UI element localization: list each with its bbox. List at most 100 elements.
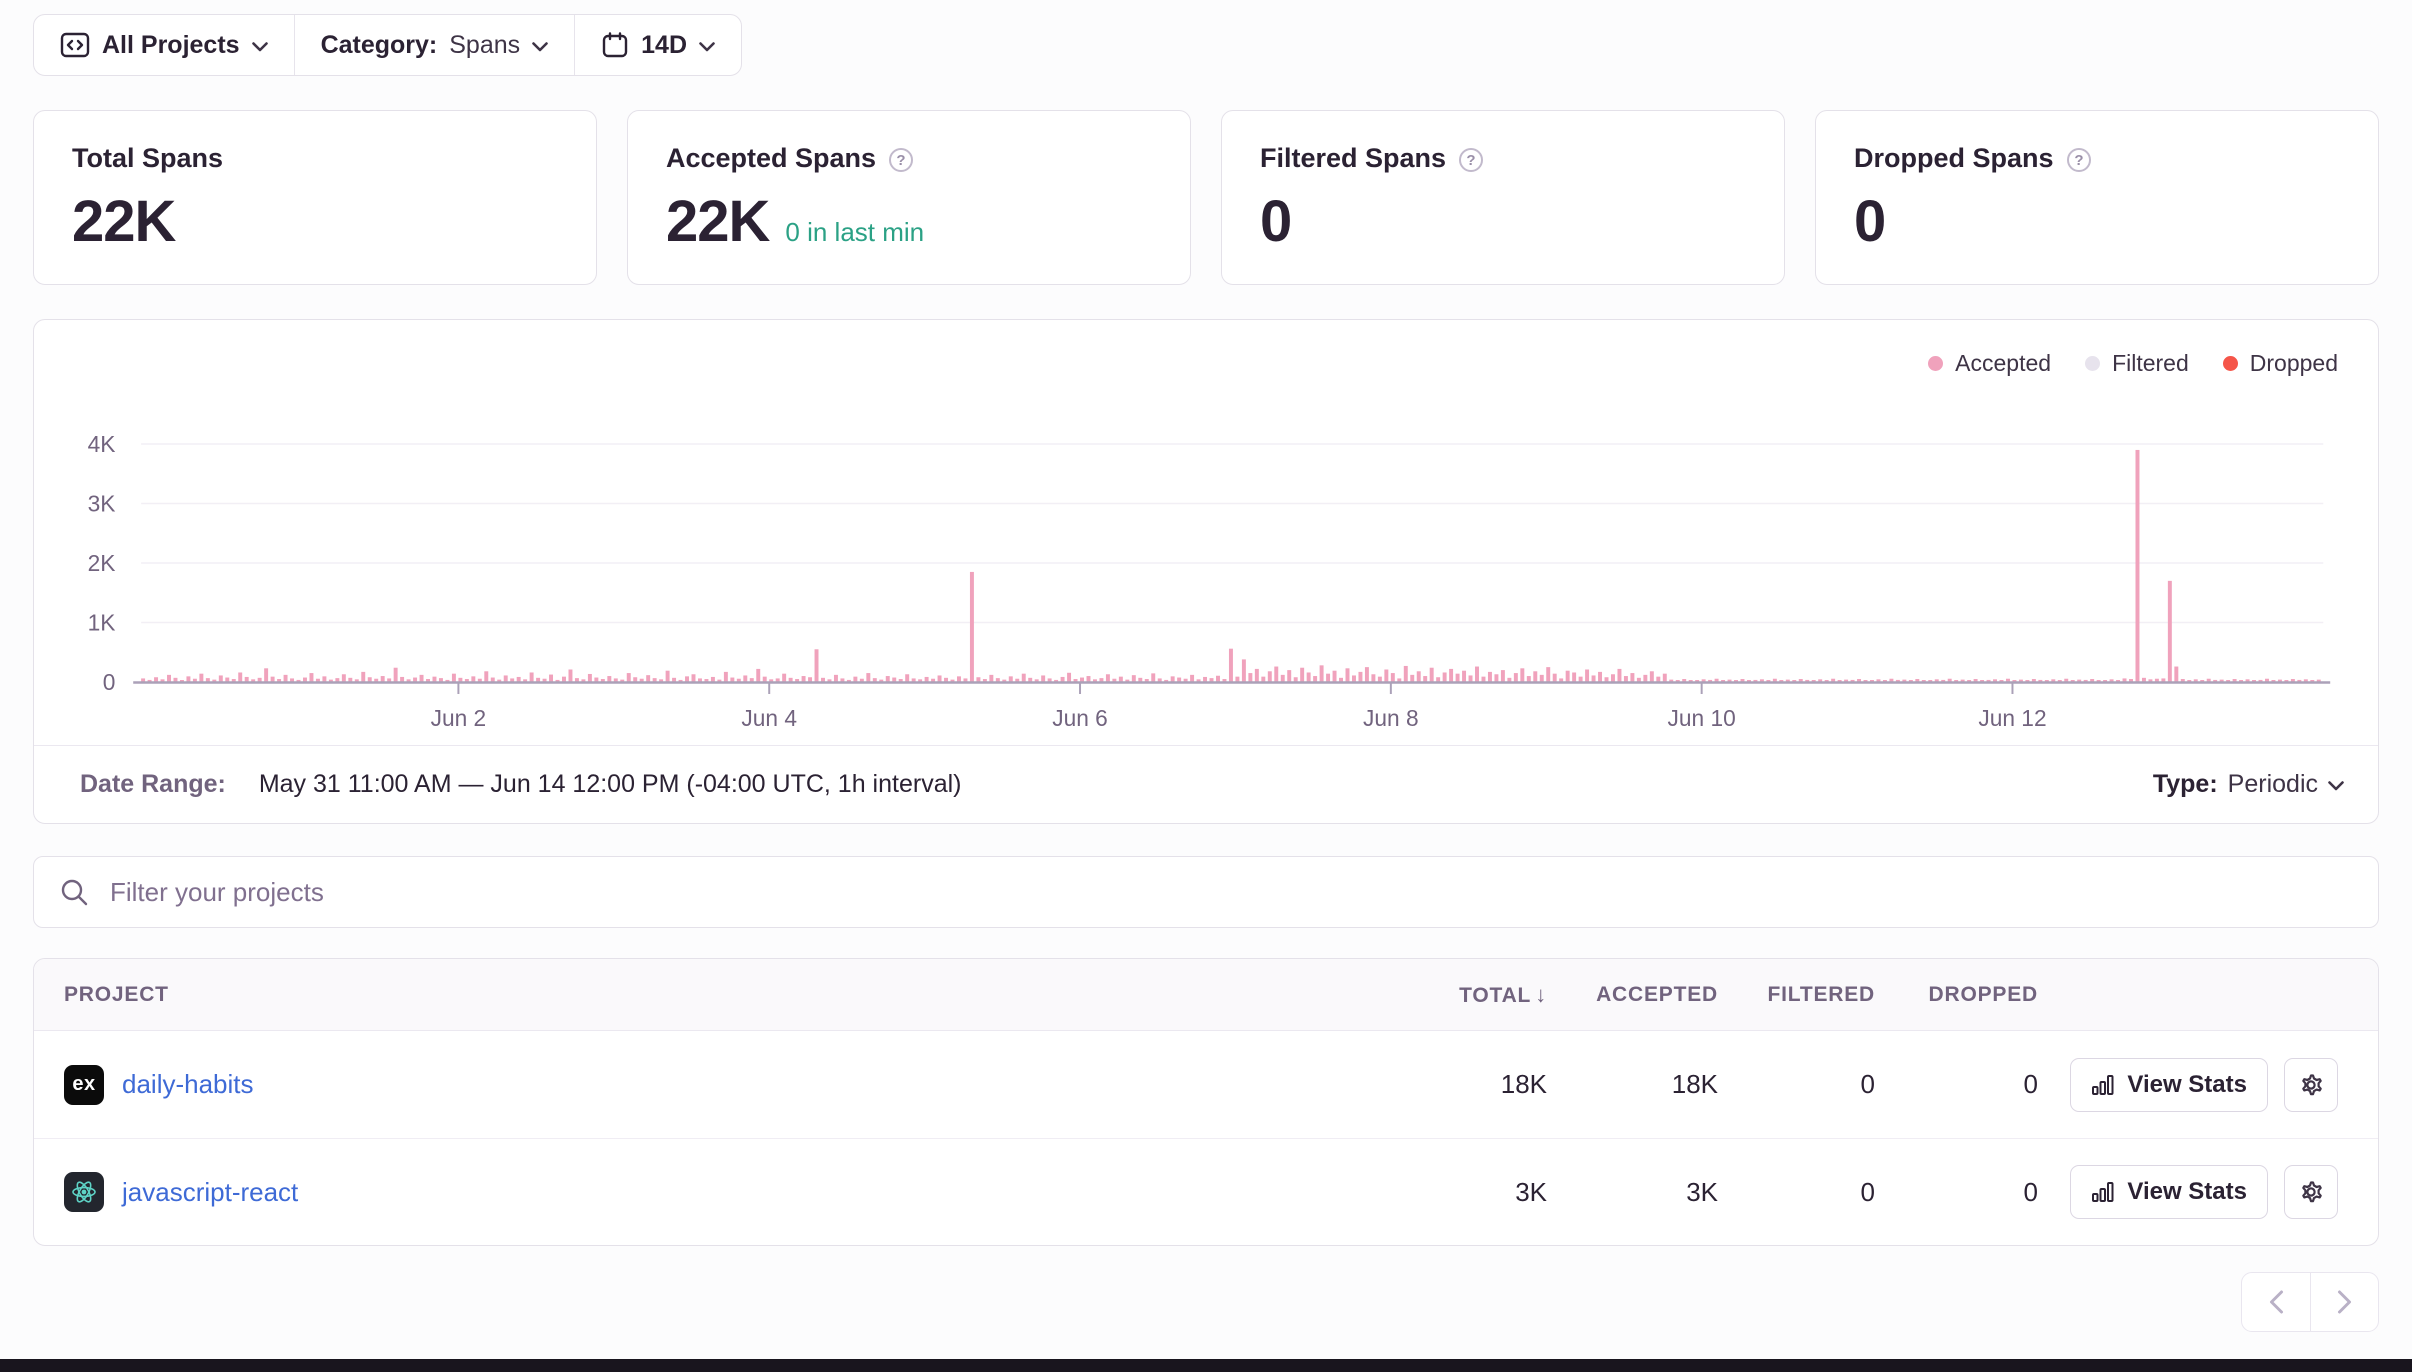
bar	[879, 679, 884, 682]
bar	[1934, 679, 1939, 682]
column-header-project[interactable]: Project	[64, 982, 169, 1006]
bar	[497, 679, 502, 682]
bar	[691, 674, 696, 682]
bar	[1559, 678, 1564, 682]
bar	[2044, 680, 2049, 682]
total-cell: 18K	[1500, 1069, 1547, 1099]
project-link[interactable]: daily-habits	[122, 1069, 254, 1099]
bar-chart-icon	[2092, 1182, 2114, 1202]
bar	[464, 679, 469, 682]
bar	[1818, 679, 1823, 682]
previous-page-button[interactable]	[2242, 1273, 2310, 1331]
bar	[212, 679, 217, 682]
bar	[173, 677, 178, 682]
project-selector-label: All Projects	[102, 30, 240, 59]
bar	[1235, 676, 1240, 682]
bar	[2025, 680, 2030, 682]
bar	[231, 679, 236, 682]
bar	[374, 678, 379, 682]
projects-table: Project Total ↓ Accepted Filtered Dropped…	[33, 958, 2379, 1246]
bar	[1345, 668, 1350, 682]
bar	[2103, 680, 2108, 682]
bar	[749, 678, 754, 682]
view-stats-button[interactable]: View Stats	[2070, 1165, 2268, 1219]
bar	[2258, 679, 2263, 682]
bar	[1766, 680, 1771, 682]
column-header-filtered[interactable]: Filtered	[1767, 982, 1875, 1006]
bar	[723, 671, 728, 682]
bar	[1708, 679, 1713, 682]
legend-item-accepted[interactable]: Accepted	[1928, 350, 2051, 377]
date-period-selector[interactable]: 14D	[574, 15, 741, 75]
bar	[1287, 670, 1292, 682]
column-header-dropped[interactable]: Dropped	[1928, 982, 2038, 1006]
help-icon[interactable]: ?	[1458, 147, 1484, 173]
legend-item-dropped[interactable]: Dropped	[2222, 350, 2338, 377]
bar	[1591, 675, 1596, 682]
project-settings-button[interactable]	[2284, 1165, 2338, 1219]
bar	[1041, 675, 1046, 682]
bar	[620, 679, 625, 682]
svg-text:?: ?	[1466, 152, 1475, 169]
bar	[2180, 679, 2185, 682]
column-header-total[interactable]: Total ↓	[1459, 981, 1547, 1007]
bar	[1177, 677, 1182, 682]
bar	[1585, 669, 1590, 682]
bar	[866, 673, 871, 682]
gear-icon	[2302, 1073, 2322, 1095]
bar	[199, 673, 204, 682]
bar	[736, 678, 741, 682]
help-icon[interactable]: ?	[888, 147, 914, 173]
bar	[1351, 675, 1356, 682]
bar	[367, 677, 372, 682]
help-icon[interactable]: ?	[2066, 147, 2092, 173]
bar	[283, 674, 288, 682]
bar	[1662, 673, 1667, 682]
bottom-bar	[0, 1359, 2412, 1372]
view-stats-button[interactable]: View Stats	[2070, 1057, 2268, 1112]
bar	[762, 676, 767, 682]
bar	[976, 677, 981, 682]
bar	[1630, 673, 1635, 682]
bar	[147, 679, 152, 682]
svg-text:Jun 4: Jun 4	[741, 705, 797, 731]
bar	[1241, 659, 1246, 682]
table-row: javascript-react 3K 3K 0 0 View Stats	[34, 1138, 2378, 1245]
bar	[549, 674, 554, 682]
bar	[950, 679, 955, 682]
project-link[interactable]: javascript-react	[122, 1176, 299, 1207]
bar	[1507, 677, 1512, 682]
bar	[477, 678, 482, 682]
legend-item-filtered[interactable]: Filtered	[2085, 350, 2189, 377]
bar	[257, 677, 262, 682]
chart-bars	[141, 449, 2321, 683]
bar	[995, 678, 1000, 682]
bar	[2297, 679, 2302, 682]
bar	[225, 677, 230, 682]
bar	[141, 678, 146, 682]
bar	[1688, 680, 1693, 682]
bar	[1636, 677, 1641, 682]
project-settings-button[interactable]	[2284, 1057, 2338, 1112]
bar	[1785, 679, 1790, 682]
legend-dot	[1928, 356, 1944, 371]
column-header-accepted[interactable]: Accepted	[1596, 982, 1718, 1006]
bar	[1073, 679, 1078, 682]
bar	[1889, 678, 1894, 682]
next-page-button[interactable]	[2310, 1273, 2378, 1331]
filter-projects-input[interactable]	[33, 856, 2379, 928]
bar	[2303, 679, 2308, 682]
bar	[2226, 680, 2231, 682]
bar	[354, 679, 359, 682]
type-selector[interactable]: Type: Periodic	[2153, 770, 2344, 799]
stat-value: 22K	[72, 189, 176, 254]
bar	[574, 678, 579, 682]
bar	[1902, 679, 1907, 682]
bar	[918, 679, 923, 682]
project-selector[interactable]: All Projects	[34, 15, 294, 75]
category-selector[interactable]: Category: Spans	[293, 15, 575, 75]
bar	[1099, 678, 1104, 682]
bar	[568, 669, 573, 682]
bar	[1261, 676, 1266, 682]
